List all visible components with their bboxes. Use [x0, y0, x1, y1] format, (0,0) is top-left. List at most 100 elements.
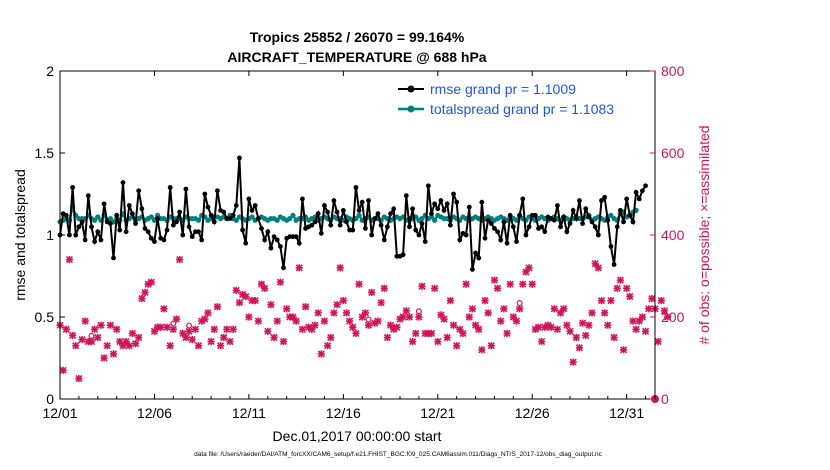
obs-count-point — [575, 344, 584, 352]
obs-count-point — [556, 309, 565, 317]
rmse-point — [344, 219, 349, 225]
rmse-point — [643, 183, 648, 189]
obs-count-point — [453, 342, 461, 350]
obs-count-point — [355, 280, 363, 288]
rmse-point — [325, 209, 330, 215]
rmse-point — [101, 201, 107, 207]
rmse-point — [233, 203, 239, 208]
obs-count-point — [138, 294, 146, 303]
obs-count-point — [594, 264, 602, 272]
y-right-tick-label: 600 — [661, 145, 685, 161]
rmse-point — [570, 208, 576, 213]
obs-count-point — [100, 354, 108, 362]
obs-count-point — [330, 309, 338, 317]
rmse-point — [230, 212, 236, 218]
rmse-point — [315, 211, 321, 217]
rmse-point — [133, 221, 138, 226]
x-tick-label: 12/16 — [326, 405, 361, 421]
obs-count-point — [645, 305, 653, 313]
y-axis-right: 0 200 400 600 800 — [650, 63, 685, 407]
rmse-point — [85, 193, 91, 199]
obs-count-point — [169, 325, 177, 333]
obs-count-point — [122, 338, 130, 346]
rmse-point — [510, 224, 516, 230]
rmse-point — [145, 229, 151, 235]
rmse-point — [532, 212, 538, 218]
totalspread-point — [148, 214, 154, 220]
rmse-point — [479, 199, 485, 205]
obs-count-point — [87, 338, 96, 346]
obs-count-point — [657, 297, 665, 305]
obs-count-point — [641, 327, 650, 335]
rmse-point — [507, 212, 513, 218]
obs-count-point — [604, 321, 612, 329]
rmse-point — [274, 237, 280, 243]
rmse-point — [255, 216, 261, 222]
rmse-point — [432, 201, 438, 207]
totalspread-point — [356, 212, 362, 218]
rmse-point — [451, 191, 456, 197]
rmse-point — [435, 206, 441, 212]
obs-count-point — [468, 305, 477, 313]
rmse-point — [126, 203, 132, 208]
obs-count-point — [135, 333, 143, 342]
obs-count-point — [339, 297, 347, 305]
obs-count-point — [585, 321, 593, 329]
obs-count-point — [194, 342, 203, 350]
rmse-point — [492, 226, 497, 231]
obs-count-point — [449, 321, 458, 329]
totalspread-point — [287, 216, 293, 222]
rmse-point — [555, 203, 560, 208]
rmse-point — [130, 211, 135, 217]
obs-count-point — [78, 335, 86, 344]
rmse-point — [246, 196, 252, 202]
obs-count-point — [569, 358, 577, 366]
rmse-point — [441, 208, 447, 213]
y-axis-left: 0 0.5 1 1.5 2 — [35, 63, 65, 407]
rmse-point — [517, 212, 523, 218]
totalspread-point — [92, 217, 98, 223]
rmse-point — [466, 204, 472, 210]
rmse-point — [633, 189, 639, 195]
obs-count-point — [264, 327, 272, 335]
obs-count-point — [220, 333, 228, 342]
rmse-point — [580, 221, 585, 226]
obs-count-point — [65, 256, 74, 264]
y-right-tick-label: 0 — [661, 391, 669, 407]
rmse-point — [495, 229, 500, 235]
obs-count-point — [377, 299, 385, 307]
obs-count-point — [434, 338, 442, 346]
obs-count-point — [191, 325, 199, 333]
obs-count-point — [613, 284, 621, 292]
obs-count-point — [166, 342, 174, 350]
legend-rmse-label: rmse grand pr = 1.1009 — [430, 81, 576, 97]
rmse-point — [407, 224, 412, 230]
obs-count-point — [223, 325, 231, 333]
rmse-point — [79, 219, 85, 225]
chart-title-line1: Tropics 25852 / 26070 = 99.164% — [250, 29, 465, 45]
rmse-point — [413, 227, 419, 233]
obs-count-point — [301, 303, 310, 311]
rmse-point — [504, 240, 510, 246]
rmse-point — [592, 224, 598, 230]
rmse-point — [277, 244, 283, 249]
obs-count-point — [601, 309, 609, 317]
totalspread-point — [107, 216, 113, 222]
obs-count-point — [500, 305, 508, 313]
y-right-tick-label: 400 — [661, 227, 685, 243]
obs-count-point — [528, 280, 536, 288]
rmse-point — [227, 216, 233, 222]
rmse-point — [331, 198, 337, 203]
obs-count-point — [626, 292, 634, 301]
obs-count-point — [560, 305, 568, 313]
obs-count-point — [270, 333, 278, 342]
obs-count-point — [157, 323, 165, 331]
obs-count-point — [317, 350, 325, 358]
obs-possible-point — [88, 332, 95, 339]
obs-count-point — [283, 305, 291, 313]
legend-spread-label: totalspread grand pr = 1.1083 — [430, 101, 614, 117]
chart-title-line2: AIRCRAFT_TEMPERATURE @ 688 hPa — [227, 49, 486, 65]
obs-count-point — [616, 276, 624, 284]
rmse-point — [457, 237, 463, 243]
rmse-point — [120, 180, 126, 185]
